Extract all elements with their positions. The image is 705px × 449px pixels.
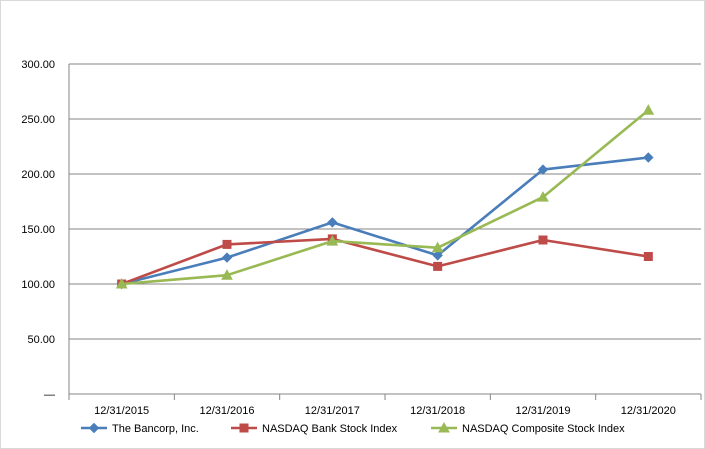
data-point [326, 235, 339, 246]
x-tick-label: 12/31/2016 [199, 405, 254, 417]
data-point [431, 241, 444, 253]
axis-layer: — 50.00 100.00 150.00 200.00 250.00 300.00 12/3… [21, 59, 702, 417]
series-3 [115, 104, 655, 289]
y-tick-label: 150.00 [21, 224, 55, 236]
legend: The Bancorp, Inc. NASDAQ Bank Stock Index… [81, 421, 625, 435]
data-point [115, 277, 128, 289]
y-tick-label: 200.00 [21, 169, 55, 181]
legend-marker [88, 422, 100, 434]
data-point [433, 261, 443, 271]
legend-label: NASDAQ Composite Stock Index [462, 423, 625, 435]
legend-marker [239, 423, 249, 433]
data-point [327, 217, 338, 228]
data-point [538, 235, 548, 245]
data-point [537, 191, 549, 202]
data-point [643, 252, 653, 261]
data-point [643, 152, 654, 163]
x-tick-label: 12/31/2015 [94, 405, 149, 417]
legend-item: NASDAQ Bank Stock Index [231, 423, 398, 435]
series-line [121, 109, 650, 286]
legend-label: The Bancorp, Inc. [112, 423, 199, 435]
data-point [537, 164, 549, 175]
data-point [642, 104, 655, 115]
y-tick-label: — [44, 389, 55, 401]
series-line [121, 237, 649, 286]
y-tick-label: 100.00 [21, 279, 55, 291]
data-point [221, 252, 233, 263]
x-tick-label: 12/31/2019 [515, 405, 570, 417]
data-point [221, 269, 233, 280]
data-point [222, 239, 232, 249]
series-layer [115, 104, 655, 290]
y-tick-label: 300.00 [21, 59, 55, 71]
legend-marker [438, 421, 450, 433]
legend-item: NASDAQ Composite Stock Index [431, 421, 625, 435]
x-tick-label: 12/31/2020 [621, 405, 676, 417]
x-tick-label: 12/31/2017 [305, 405, 360, 417]
data-point [432, 250, 443, 261]
grid-layer [69, 63, 701, 340]
y-tick-label: 50.00 [27, 334, 55, 346]
y-tick-label: 250.00 [21, 114, 55, 126]
x-tick-label: 12/31/2018 [410, 405, 465, 417]
series-line [121, 156, 649, 286]
series-2 [117, 234, 653, 289]
legend-label: NASDAQ Bank Stock Index [262, 423, 398, 435]
legend-item: The Bancorp, Inc. [81, 422, 199, 435]
